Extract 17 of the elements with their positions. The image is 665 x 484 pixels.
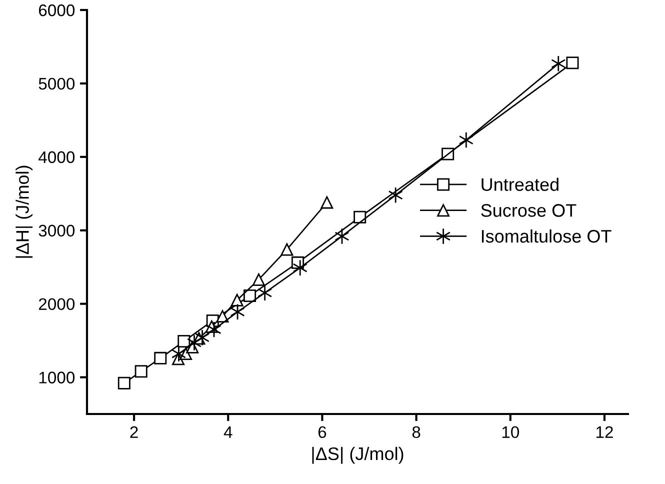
legend-label: Sucrose OT [481, 204, 576, 217]
x-tick-label: 12 [596, 426, 613, 438]
y-tick-label: 5000 [38, 78, 75, 90]
y-tick-label: 6000 [38, 4, 75, 16]
x-tick-label: 6 [318, 426, 326, 438]
y-tick-label: 3000 [38, 224, 75, 237]
x-axis-title: |ΔS| (J/mol) [312, 446, 404, 464]
x-tick-label: 10 [502, 426, 520, 438]
y-axis-title: |ΔH| (J/mol) [16, 166, 33, 258]
x-tick-label: 4 [224, 426, 232, 438]
legend-label: Isomaltulose OT [482, 229, 612, 243]
x-tick-label: 8 [412, 426, 420, 438]
y-tick-label: 1000 [39, 372, 75, 384]
x-tick-label: 2 [130, 426, 138, 438]
legend-label: Untreated [482, 178, 558, 191]
y-tick-label: 4000 [38, 151, 75, 164]
y-tick-label: 2000 [38, 298, 75, 310]
